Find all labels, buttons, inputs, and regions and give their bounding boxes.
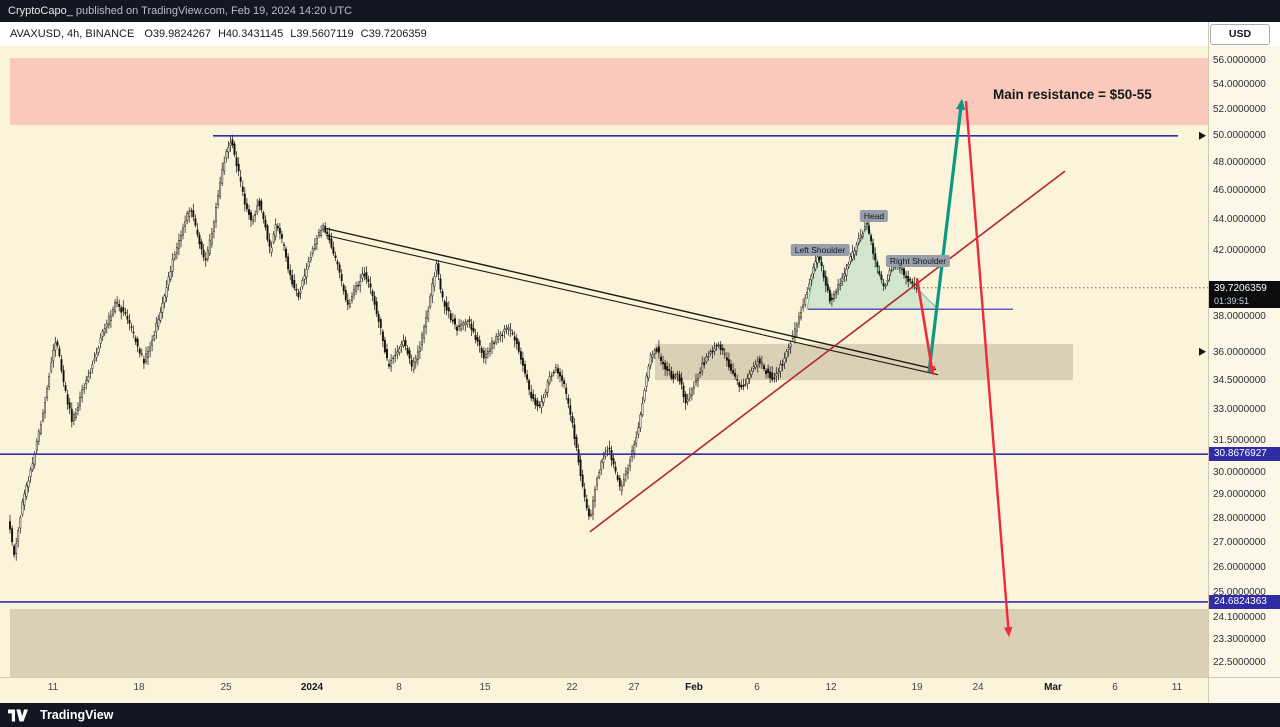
time-axis-label: 24 [972, 682, 984, 693]
resistance-zone [10, 58, 1208, 126]
time-axis-label: 8 [396, 682, 402, 693]
price-axis-label: 42.0000000 [1213, 244, 1266, 256]
price-axis-label: 25.0000000 [1213, 587, 1266, 599]
price-axis[interactable] [1208, 46, 1280, 703]
symbol-strip: AVAXUSD, 4h, BINANCE O39.9824267 H40.343… [0, 22, 1280, 46]
author-name: CryptoCapo_ [8, 5, 73, 17]
price-axis-label: 48.0000000 [1213, 156, 1266, 168]
low-value: L39.5607119 [290, 28, 354, 40]
bullish-breakout-arrow [927, 98, 966, 373]
price-axis-label: 34.5000000 [1213, 374, 1266, 386]
price-axis-label: 50.0000000 [1213, 129, 1266, 141]
time-axis-label: 12 [825, 682, 837, 693]
time-axis-label: 25 [220, 682, 232, 693]
pattern-label-right-shoulder: Right Shoulder [885, 254, 951, 267]
main-resistance-note: Main resistance = $50-55 [993, 87, 1152, 103]
symbol-info: AVAXUSD, 4h, BINANCE [10, 28, 135, 40]
time-axis-label: 11 [47, 682, 59, 693]
price-axis-label: 44.0000000 [1213, 214, 1266, 226]
time-axis-label: 2024 [300, 682, 324, 693]
time-axis-label: 6 [1112, 682, 1118, 693]
bottom-bar: TradingView [0, 703, 1280, 727]
axis-separator [1208, 22, 1209, 703]
close-value: C39.7206359 [360, 28, 427, 40]
current-price-badge: 39.7206359 01:39:51 [1209, 280, 1280, 308]
ascending-trendline [589, 170, 1066, 533]
time-axis-label: 27 [628, 682, 640, 693]
time-axis-label: 11 [1171, 682, 1183, 693]
time-axis-label: Feb [685, 682, 703, 693]
price-axis-label: 22.5000000 [1213, 656, 1266, 668]
price-axis-label: 38.0000000 [1213, 311, 1266, 322]
scale-marker-icon [1199, 347, 1206, 356]
descending-trendline-lower [325, 234, 939, 376]
price-axis-label: 26.0000000 [1213, 561, 1266, 573]
time-axis-label: 18 [133, 682, 145, 693]
pattern-label-head: Head [859, 209, 889, 222]
open-value: O39.9824267 [144, 28, 211, 40]
time-axis-separator [0, 677, 1280, 678]
price-axis-label: 31.5000000 [1213, 434, 1266, 446]
price-axis-label: 23.3000000 [1213, 633, 1266, 645]
price-axis-label: 29.0000000 [1213, 489, 1266, 501]
price-axis-label: 56.0000000 [1213, 55, 1266, 66]
price-axis-label: 30.0000000 [1213, 467, 1266, 479]
time-axis-label: 6 [754, 682, 760, 693]
currency-toggle-button[interactable]: USD [1210, 24, 1270, 45]
bearish-target-arrow [964, 101, 1013, 638]
price-axis-label: 28.0000000 [1213, 512, 1266, 524]
price-axis-label: 54.0000000 [1213, 79, 1266, 90]
pattern-label-left-shoulder: Left Shoulder [790, 243, 850, 256]
time-axis-label: Mar [1044, 682, 1062, 693]
price-axis-label: 27.0000000 [1213, 536, 1266, 548]
price-axis-label: 52.0000000 [1213, 103, 1266, 115]
level-price-badge: 24.6824363 [1209, 594, 1280, 609]
time-axis-label: 22 [566, 682, 578, 693]
time-axis-label: 19 [911, 682, 923, 693]
price-axis-label: 33.0000000 [1213, 404, 1266, 416]
tradingview-brand[interactable]: TradingView [40, 708, 114, 722]
breakdown-arrow [915, 277, 936, 376]
high-value: H40.3431145 [217, 28, 284, 40]
candlestick-series [9, 139, 918, 556]
time-axis-label: 15 [479, 682, 491, 693]
price-axis-label: 46.0000000 [1213, 184, 1266, 196]
level-price-badge: 30.8676927 [1209, 447, 1280, 462]
price-axis-label: 36.0000000 [1213, 346, 1266, 358]
tradingview-logo-icon[interactable] [8, 709, 34, 722]
price-axis-label: 24.1000000 [1213, 611, 1266, 623]
publish-info: published on TradingView.com, Feb 19, 20… [75, 5, 353, 17]
scale-marker-icon [1199, 131, 1206, 140]
top-bar: CryptoCapo_ published on TradingView.com… [0, 0, 1280, 22]
